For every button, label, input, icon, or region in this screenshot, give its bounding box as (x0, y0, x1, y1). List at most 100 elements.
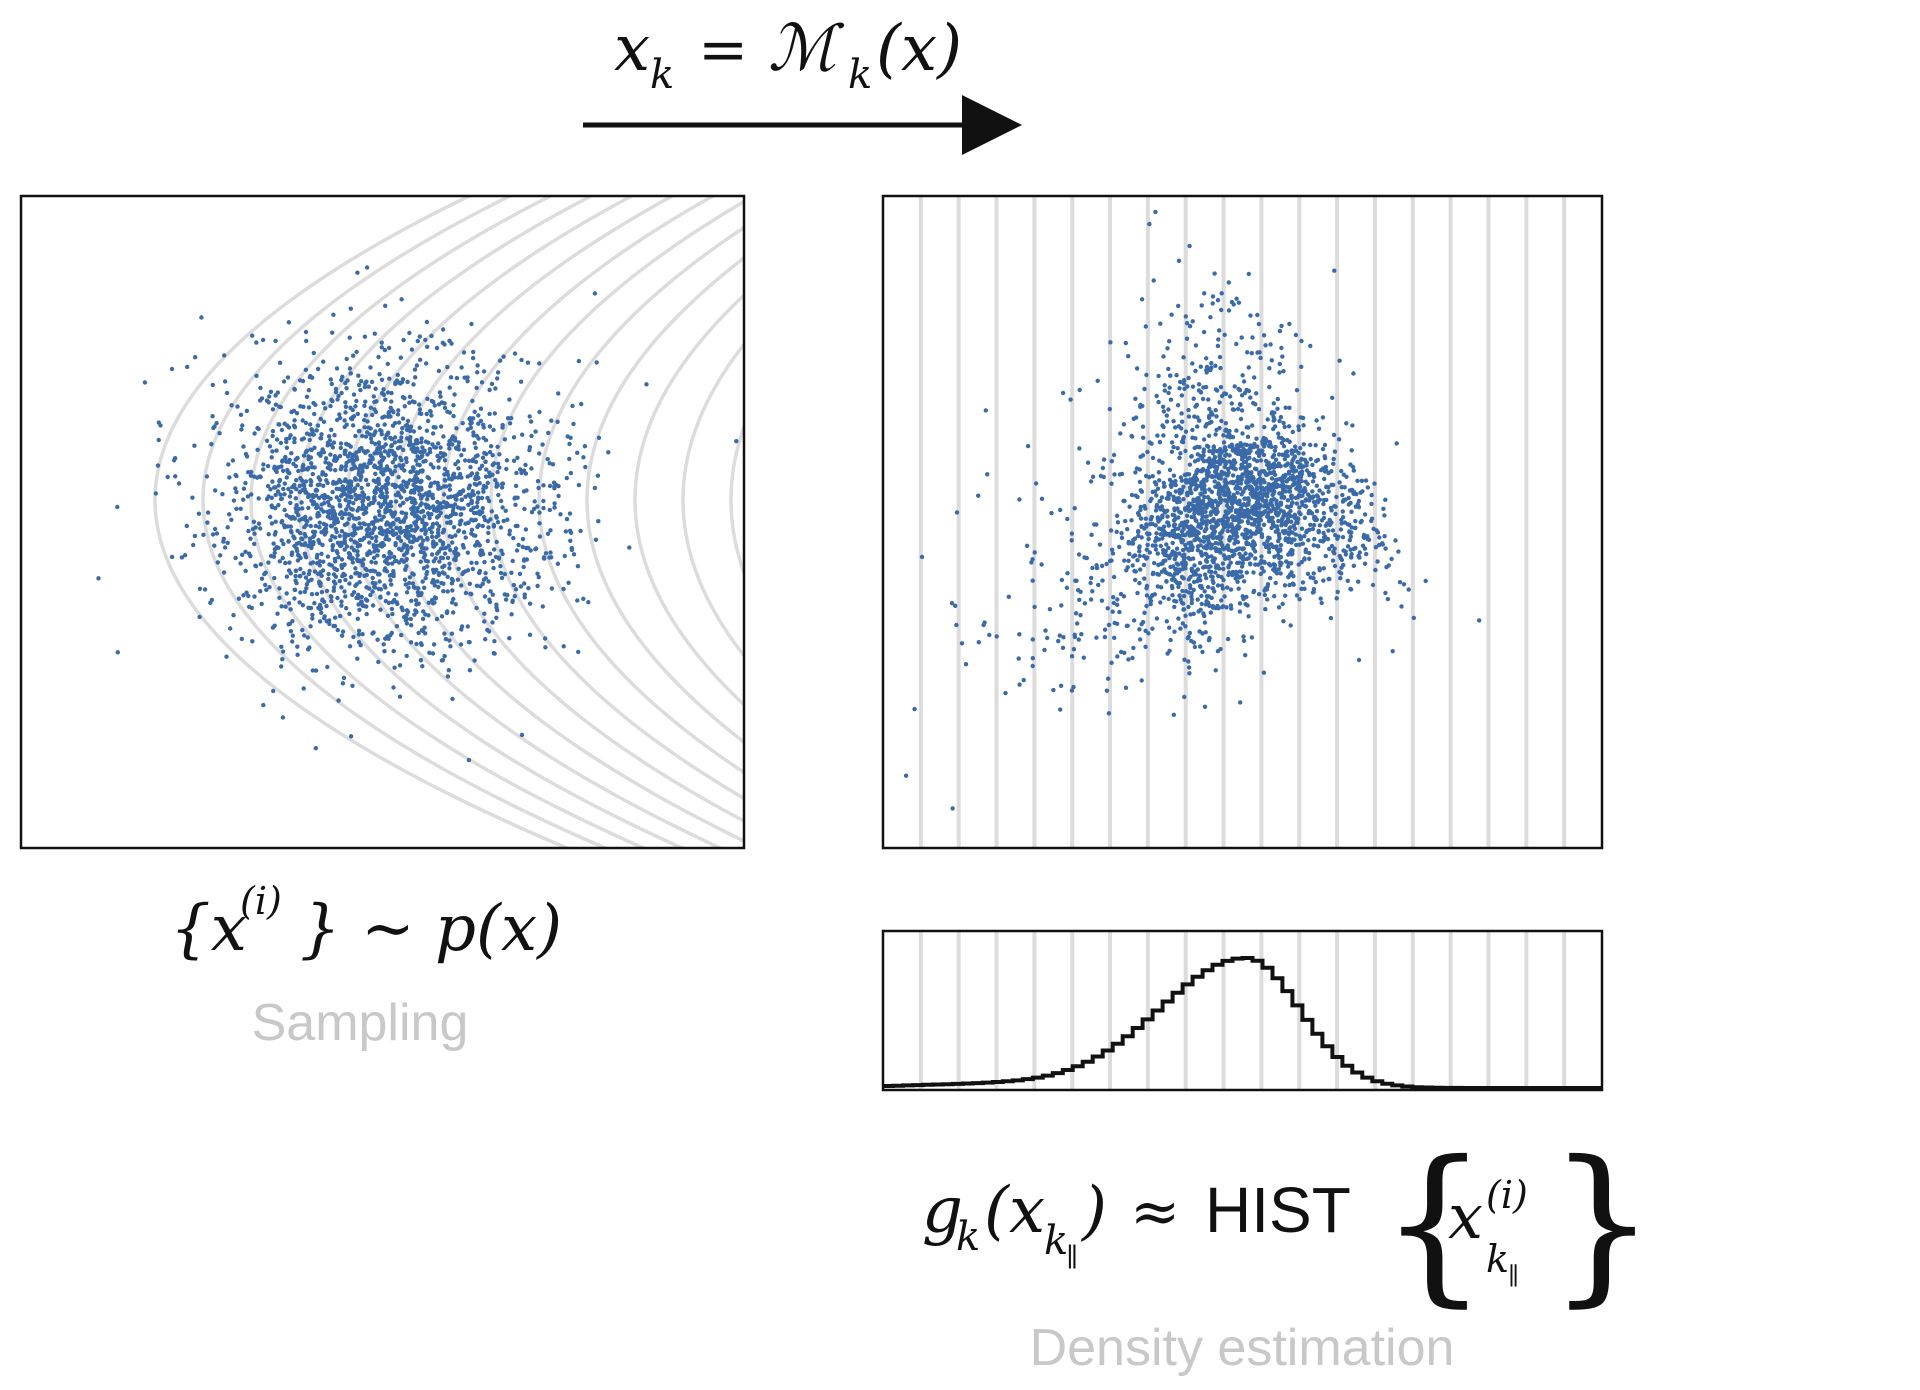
sample-point (537, 361, 542, 366)
transformed-point (1230, 473, 1236, 478)
transformed-point (1321, 530, 1326, 536)
sample-point (288, 607, 293, 612)
sample-point (606, 450, 611, 455)
transformed-point (1166, 545, 1171, 551)
sample-point (335, 627, 340, 633)
sample-point (528, 548, 533, 553)
transformed-point (1373, 545, 1379, 550)
sample-point (420, 664, 425, 669)
sample-point (424, 428, 430, 433)
transformed-point (1206, 473, 1211, 478)
transformed-point (1168, 397, 1174, 402)
sample-point (332, 433, 337, 438)
transformed-point (1270, 515, 1275, 520)
transformed-point (1058, 507, 1063, 513)
sample-point (488, 517, 493, 522)
sample-point (564, 516, 570, 522)
transformed-point (1274, 511, 1279, 516)
transformed-point (1130, 563, 1135, 568)
transformed-point (1238, 416, 1244, 422)
sample-point (285, 375, 291, 380)
sample-point (355, 558, 360, 564)
transformed-point (1168, 564, 1173, 570)
transformed-point (1317, 488, 1322, 493)
sample-point (436, 571, 441, 576)
transformed-point (1152, 480, 1158, 485)
sample-point (429, 413, 434, 418)
sample-point (407, 443, 412, 448)
transformed-point (1241, 379, 1247, 384)
transformed-point (1298, 445, 1303, 451)
sample-point (227, 512, 232, 517)
transformed-point (1078, 613, 1083, 618)
transformed-point (1244, 570, 1250, 575)
transformed-point (1159, 495, 1165, 500)
sample-point (471, 518, 476, 523)
sample-point (337, 578, 342, 584)
sample-point (240, 552, 245, 557)
transformed-point (1131, 645, 1136, 651)
sample-point (593, 537, 599, 542)
sample-point (393, 499, 399, 504)
sample-point (332, 521, 337, 526)
sample-point (430, 524, 435, 529)
sample-point (409, 598, 414, 603)
transformed-point (1234, 341, 1239, 347)
sample-point (351, 590, 357, 595)
sample-point (475, 453, 480, 458)
sample-point (456, 528, 462, 533)
transformed-point (1338, 527, 1344, 532)
transformed-point (1208, 512, 1213, 517)
transformed-point (1189, 600, 1195, 606)
transformed-point (1263, 502, 1269, 507)
sample-point (454, 375, 460, 381)
sample-point (229, 403, 234, 408)
sample-point (321, 401, 326, 406)
sample-point (438, 394, 443, 399)
transformed-point (1226, 496, 1231, 502)
sample-point (542, 636, 548, 641)
sample-point (491, 565, 496, 571)
transformed-point (1351, 371, 1356, 376)
sample-point (440, 546, 446, 551)
transformed-point (1191, 587, 1196, 593)
sample-point (445, 520, 450, 525)
transformed-point (1247, 510, 1252, 515)
transformed-point (1141, 562, 1147, 568)
transformed-point (1198, 644, 1203, 649)
sample-point (417, 449, 423, 455)
sample-point (321, 359, 326, 364)
sample-point (512, 594, 517, 599)
sample-point (437, 455, 443, 460)
transformed-point (1285, 498, 1291, 503)
transformed-point (1144, 547, 1150, 552)
transformed-point (1307, 498, 1312, 503)
transformed-point (1314, 509, 1320, 514)
sample-point (447, 385, 452, 390)
transformed-point (1239, 564, 1245, 569)
transformed-point (1114, 513, 1120, 518)
transformed-point (1185, 384, 1190, 389)
transformed-point (1351, 490, 1356, 495)
transformed-point (1271, 401, 1277, 406)
transformed-point (1411, 615, 1417, 621)
sample-point (542, 556, 547, 561)
transformed-point (1246, 271, 1252, 277)
sample-point (451, 413, 456, 419)
transformed-point (1310, 590, 1316, 595)
sample-point (451, 471, 457, 476)
transformed-point (1337, 358, 1342, 363)
sample-point (420, 445, 425, 450)
transformed-point (1249, 351, 1255, 356)
transformed-point (1307, 556, 1312, 561)
transformed-point (1240, 532, 1245, 537)
sample-point (306, 505, 311, 511)
sample-point (420, 579, 425, 584)
transformed-point (1166, 523, 1172, 528)
transformed-point (1187, 630, 1193, 636)
sample-point (482, 559, 487, 565)
transformed-point (1348, 586, 1353, 592)
map-formula: x k = ℳ k (x) (614, 12, 962, 98)
transformed-point (1187, 243, 1192, 249)
sample-point (445, 609, 450, 614)
